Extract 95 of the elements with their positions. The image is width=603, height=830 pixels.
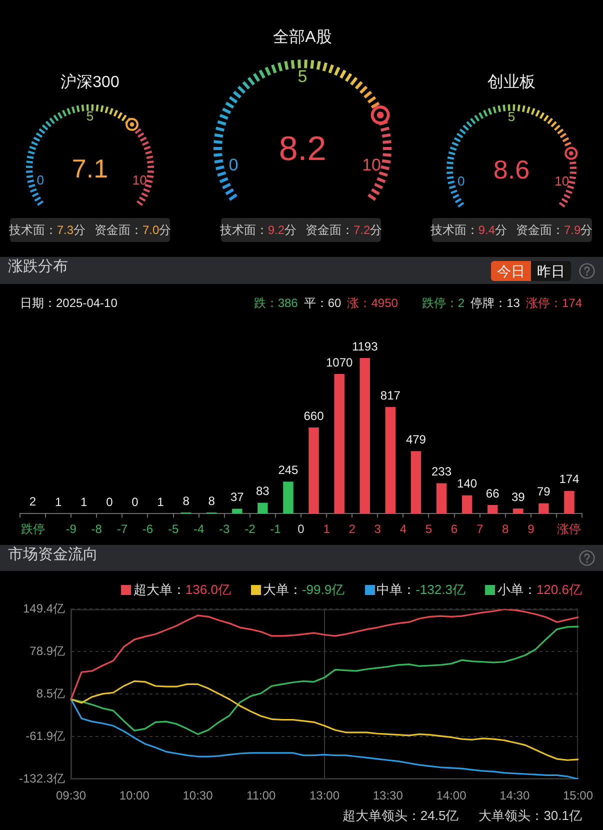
text: 5 — [86, 108, 94, 124]
text: 技术面：9.4分 — [430, 222, 507, 238]
text: 5 — [508, 108, 516, 124]
data-label: 8 — [208, 494, 216, 508]
text: 5 — [298, 67, 308, 86]
text: 沪深300 — [60, 73, 120, 92]
x-tick-label: 15:00 — [562, 788, 594, 803]
x-tick-label: -9 — [66, 522, 77, 536]
x-tick-label: -3 — [219, 522, 230, 536]
x-tick-label: 09:30 — [56, 788, 86, 803]
data-label: 1 — [157, 494, 164, 509]
tab-button: 昨日 — [531, 261, 571, 281]
data-label: 1 — [54, 494, 62, 509]
data-label: 817 — [380, 388, 401, 402]
text: 10 — [362, 156, 381, 175]
x-tick-label: 4 — [400, 522, 407, 536]
text: 跌：386 — [254, 295, 298, 311]
x-tick-label: 6 — [450, 522, 458, 536]
data-label: 0 — [132, 494, 139, 509]
y-tick-label: 8.5亿 — [36, 686, 65, 700]
x-tick-label: -7 — [116, 522, 128, 536]
legend-label: 中单：-132.3亿 — [376, 582, 466, 598]
data-label: 0 — [106, 494, 114, 509]
y-tick-label: 149.4亿 — [22, 602, 65, 616]
data-label: 83 — [256, 484, 270, 498]
data-label: 8.2 — [278, 130, 326, 168]
x-tick-label: 5 — [425, 522, 432, 536]
data-label: 7.1 — [72, 153, 108, 184]
y-tick-label: -61.9亿 — [26, 728, 65, 743]
data-label: 245 — [278, 462, 299, 477]
data-label: 1 — [80, 494, 88, 509]
data-label: 66 — [486, 486, 500, 500]
text: 全部A股 — [273, 28, 332, 46]
data-label: 660 — [304, 408, 324, 423]
data-label: 479 — [406, 432, 426, 446]
x-tick-label: 3 — [374, 522, 382, 536]
x-tick-label: 10:00 — [119, 788, 150, 803]
text: 0 — [36, 172, 44, 188]
chart-title: 涨跌分布 — [8, 257, 68, 277]
y-tick-label: 78.9亿 — [30, 644, 65, 658]
text: 涨停：174 — [526, 295, 582, 311]
x-tick-label: 8 — [502, 522, 510, 536]
legend-label: 大单：-99.9亿 — [262, 582, 345, 598]
tab-button: 今日 — [491, 261, 531, 281]
data-label: 39 — [511, 490, 526, 504]
text: 超大单领头：24.5亿 — [342, 808, 459, 824]
text: 跌停：2 — [422, 295, 465, 311]
x-tick-label: 7 — [476, 522, 484, 536]
x-tick-label: 跌停 — [20, 522, 45, 536]
x-tick-label: 14:00 — [436, 788, 467, 803]
x-tick-label: -1 — [270, 522, 282, 536]
x-tick-label: 13:00 — [309, 788, 340, 803]
text: 0 — [228, 156, 238, 175]
x-tick-label: 10:30 — [182, 788, 214, 803]
data-label: 8 — [182, 494, 190, 508]
text: 10 — [554, 174, 570, 189]
data-label: 1193 — [352, 339, 378, 354]
x-tick-label: -4 — [193, 522, 204, 536]
text: 大单领头：30.1亿 — [478, 808, 582, 824]
text: 资金面：7.0分 — [94, 222, 172, 238]
data-label: 79 — [537, 484, 551, 499]
x-tick-label: 14:30 — [500, 788, 530, 803]
text: 资金面：7.2分 — [306, 222, 382, 238]
text: 停牌：13 — [470, 295, 520, 311]
legend-label: 小单：120.6亿 — [497, 582, 582, 598]
x-tick-label: 1 — [323, 522, 330, 536]
data-label: 2 — [29, 494, 36, 509]
data-label: 233 — [431, 464, 452, 479]
data-label: 1070 — [326, 355, 353, 370]
x-tick-label: 0 — [298, 522, 305, 536]
x-tick-label: 11:00 — [246, 788, 276, 803]
text: 平：60 — [304, 295, 342, 311]
x-tick-label: 9 — [528, 522, 535, 536]
x-tick-label: -8 — [91, 522, 102, 536]
chart-title: 市场资金流向 — [8, 545, 98, 565]
x-tick-label: 涨停 — [557, 522, 582, 536]
legend-label: 超大单：136.0亿 — [133, 582, 231, 598]
text: 技术面：7.3分 — [8, 222, 86, 238]
text: 涨：4950 — [347, 295, 398, 311]
data-label: 8.6 — [493, 154, 530, 184]
x-tick-label: 2 — [348, 522, 356, 536]
x-tick-label: -5 — [168, 522, 179, 536]
text: 日期：2025-04-10 — [20, 295, 118, 311]
text: 技术面：9.2分 — [220, 222, 296, 238]
text: 创业板 — [488, 73, 536, 92]
text: 10 — [132, 172, 147, 188]
x-tick-label: -6 — [142, 522, 154, 536]
text: 0 — [457, 174, 465, 189]
x-tick-label: -2 — [244, 522, 256, 536]
data-label: 174 — [559, 472, 580, 486]
data-label: 37 — [230, 490, 244, 504]
y-tick-label: -132.3亿 — [18, 771, 65, 786]
x-tick-label: 13:30 — [372, 788, 404, 803]
text: 资金面：7.9分 — [516, 222, 593, 238]
data-label: 140 — [457, 476, 478, 491]
